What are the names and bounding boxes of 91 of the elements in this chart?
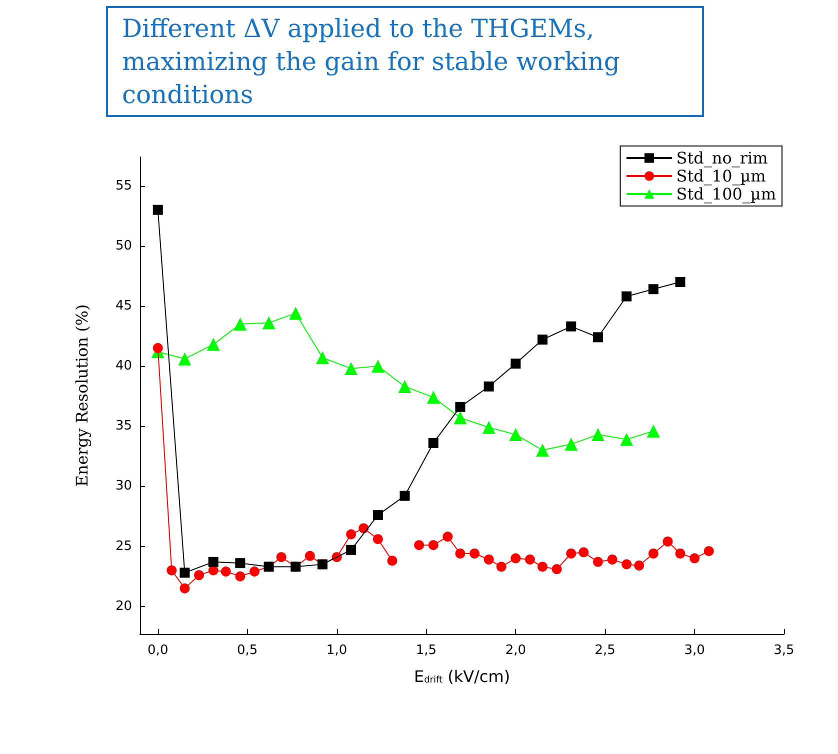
point [206,338,220,351]
point [371,360,384,373]
point [152,204,163,215]
point [470,548,480,558]
point [152,343,163,354]
point [289,306,302,320]
point [316,351,329,364]
point [704,546,714,556]
x-tick-label: 3,0 [684,643,705,658]
point [208,556,218,567]
y-axis-title: Energy Resolution (%) [72,304,92,487]
point [646,424,660,438]
point [675,276,686,287]
point [346,529,356,540]
point [592,332,603,342]
point [622,559,632,570]
point [178,352,192,366]
point [496,562,506,572]
x-axis-title: Edrift (kV/cm) [414,667,510,686]
y-tick-label: 20 [115,598,132,614]
point [372,534,383,544]
point [484,381,494,392]
x-tick-label: 2,0 [505,643,526,658]
point [235,571,246,582]
point [220,566,231,577]
point [387,556,398,566]
point [509,428,522,442]
point [428,438,438,448]
point [400,490,410,501]
point [552,564,562,574]
point [607,554,618,565]
point [250,566,260,577]
point [690,553,700,564]
point [454,411,467,424]
chart-title: Different ΔV applied to the THGEMs, maximizing the gain for stable working conditions [106,6,704,117]
y-tick-label: 55 [115,178,132,194]
y-tick-label: 40 [115,358,132,374]
point [442,532,453,542]
point [648,284,658,294]
legend-label: Std_10_µm [676,166,766,186]
point [455,548,466,558]
legend-label: Std_no_rim [676,148,768,168]
point [578,547,589,558]
point [166,565,177,576]
point [398,380,412,393]
point [484,554,494,565]
point [372,510,383,520]
point [180,568,190,578]
legend-label: Std_100_µm [676,184,776,204]
y-tick-label: 30 [115,478,132,494]
y-tick-label: 35 [115,418,132,434]
point [524,554,535,565]
point [622,291,632,302]
point [235,558,246,568]
point [566,548,576,558]
point [564,438,578,451]
point [234,318,247,331]
point [262,316,276,330]
y-tick-label: 50 [115,238,132,254]
point [592,556,603,567]
y-tick-label: 25 [115,538,132,554]
point [304,550,315,561]
x-tick-label: 0,5 [236,643,258,658]
point [346,544,356,555]
point [648,548,658,558]
point [510,358,521,369]
point [538,334,548,345]
x-tick-label: 3,5 [774,643,794,658]
point [510,553,521,564]
x-tick-label: 1,5 [416,643,437,658]
point [538,562,548,572]
point [662,536,673,546]
x-tick-label: 2,5 [594,643,616,658]
point [482,420,496,434]
point [566,321,576,332]
point [591,428,604,442]
point [675,548,686,558]
point [276,552,286,562]
y-tick-label: 45 [115,298,132,314]
point [428,540,438,550]
x-tick-label: 1,0 [326,643,348,658]
point [180,583,190,594]
point [414,540,424,550]
point [634,560,644,571]
point [426,390,440,404]
point [344,362,358,375]
point [455,402,466,412]
point [536,444,549,457]
x-tick-label: 0,0 [148,643,168,658]
point [194,570,204,580]
point [620,432,634,446]
